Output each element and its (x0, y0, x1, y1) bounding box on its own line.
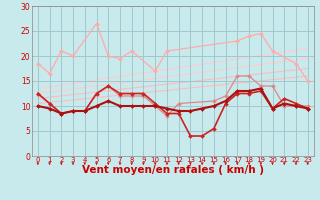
X-axis label: Vent moyen/en rafales ( km/h ): Vent moyen/en rafales ( km/h ) (82, 165, 264, 175)
